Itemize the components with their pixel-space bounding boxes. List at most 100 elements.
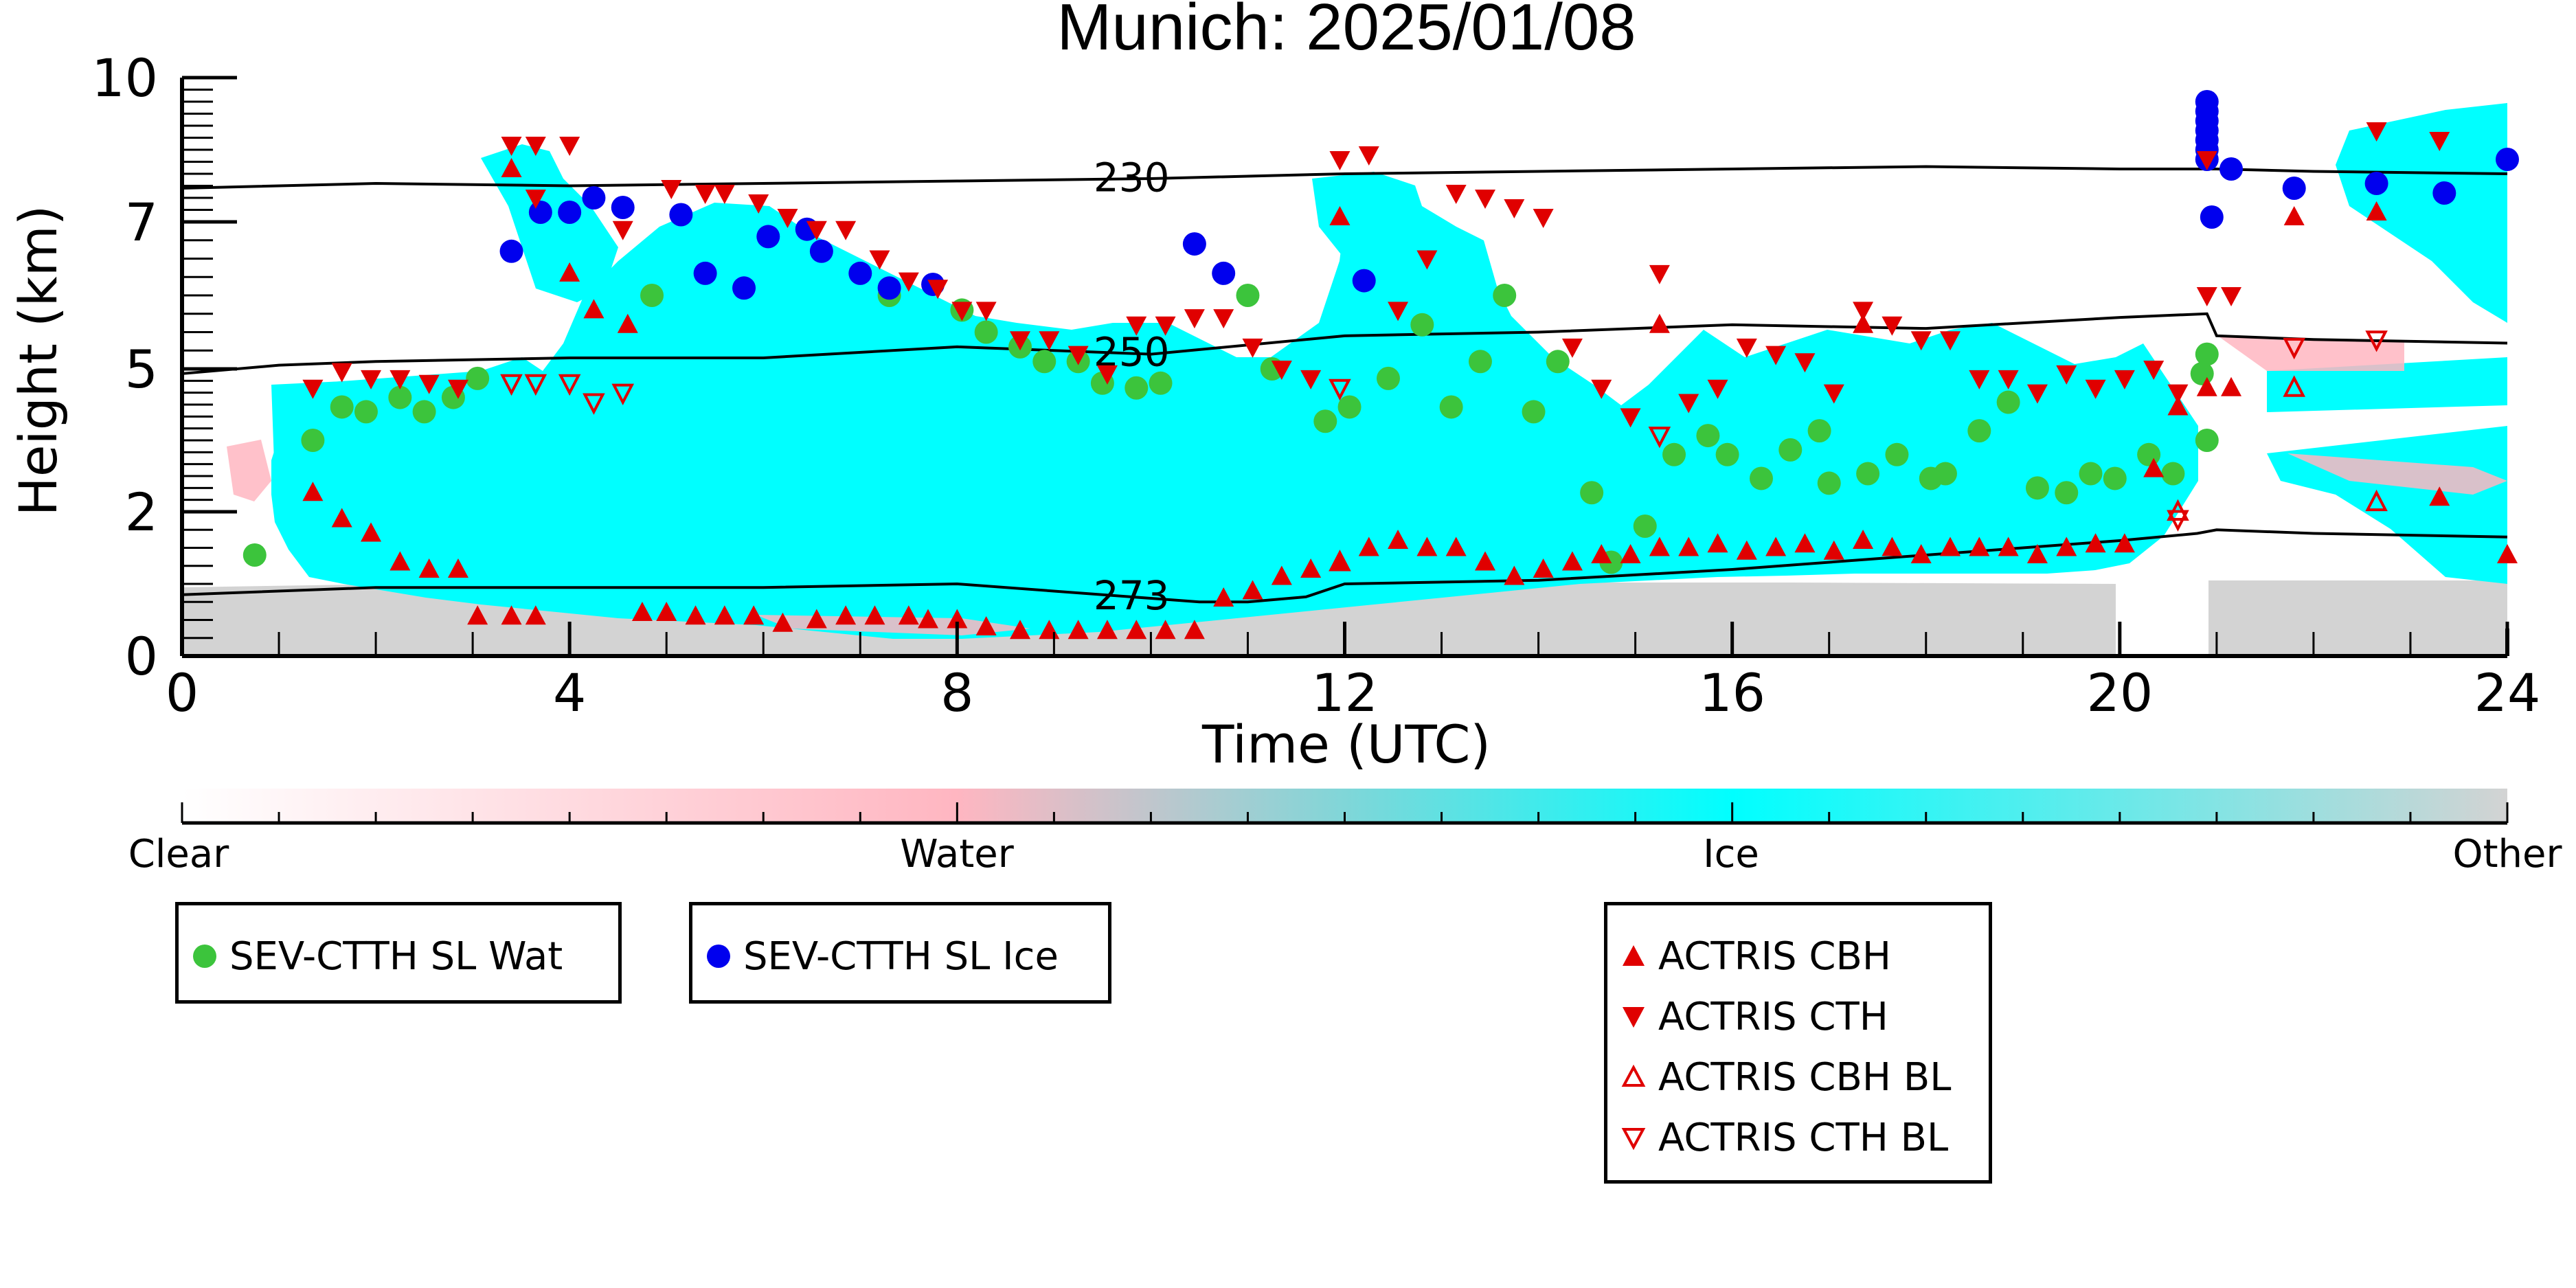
colorbar: Clear Water Ice Other	[128, 789, 2562, 877]
contour-line-273	[181, 528, 2508, 604]
y-tick-label: 5	[125, 339, 158, 400]
point-actris-cbh	[2429, 486, 2450, 506]
point-sev-ctth-sl-wat	[1546, 350, 1570, 374]
point-actris-cth	[447, 379, 468, 399]
point-actris-cth	[1707, 379, 1728, 399]
point-actris-cth	[1155, 316, 1176, 336]
point-sev-ctth-sl-wat	[1856, 462, 1880, 486]
other-field-right	[2208, 580, 2507, 656]
point-sev-ctth-sl-wat	[1580, 481, 1604, 505]
point-actris-cth	[2196, 151, 2217, 170]
point-sev-ctth-sl-wat	[301, 429, 325, 452]
point-actris-cth	[1998, 370, 2019, 389]
point-actris-cbh	[835, 605, 857, 625]
x-tick-label: 24	[2474, 662, 2541, 723]
point-sev-ctth-sl-wat	[1313, 409, 1337, 433]
point-actris-cth	[1300, 370, 1322, 389]
point-actris-cbh	[389, 551, 411, 571]
point-actris-cbh	[806, 609, 827, 629]
point-actris-cbh	[1794, 533, 1816, 553]
point-sev-ctth-sl-wat	[1967, 419, 1991, 443]
point-actris-cth	[1096, 365, 1118, 385]
point-sev-ctth-sl-wat	[1410, 313, 1434, 337]
point-actris-cbh	[1155, 620, 1176, 640]
colorbar-label-clear: Clear	[128, 832, 229, 877]
point-sev-ctth-sl-wat	[1376, 366, 1400, 390]
point-actris-cbh-bl	[2365, 489, 2388, 512]
point-actris-cbh	[918, 609, 939, 629]
legend-sev-ice: SEV-CTTH SL Ice	[689, 902, 1111, 1004]
point-actris-cth	[1271, 361, 1292, 380]
point-actris-cbh	[2114, 533, 2135, 553]
point-actris-cbh	[1300, 558, 1322, 578]
point-actris-cth	[1329, 151, 1351, 170]
point-actris-cth	[331, 363, 352, 383]
data-markers	[242, 90, 2519, 640]
point-actris-cbh	[559, 262, 580, 282]
point-actris-cbh	[1736, 540, 1757, 560]
point-actris-cbh	[2167, 396, 2189, 416]
legend-label-actris-cth: ACTRIS CTH	[1658, 994, 1888, 1039]
point-actris-cth	[612, 221, 633, 240]
ice-field-mid-top	[1312, 172, 1429, 261]
point-actris-cbh	[2497, 544, 2518, 563]
point-actris-cbh	[2056, 536, 2077, 556]
point-sev-ctth-sl-ice	[669, 203, 693, 227]
point-sev-ctth-sl-ice	[528, 201, 552, 224]
point-actris-cbh	[1271, 565, 1292, 585]
point-actris-cbh	[302, 482, 324, 501]
point-actris-cth	[975, 302, 997, 321]
point-actris-cbh	[1591, 544, 1612, 563]
point-sev-ctth-sl-wat	[1468, 350, 1492, 374]
point-sev-ctth-sl-wat	[242, 543, 267, 567]
point-actris-cth	[806, 221, 827, 240]
point-actris-cbh	[2143, 457, 2165, 477]
point-actris-cth	[1010, 331, 1031, 351]
point-actris-cbh	[583, 299, 605, 319]
point-actris-cth-bl	[2283, 337, 2306, 360]
point-actris-cth	[2196, 287, 2217, 306]
point-actris-cbh	[2221, 376, 2242, 396]
legend-marker-actris-cth-bl	[1621, 1128, 1646, 1151]
point-sev-ctth-sl-wat	[1337, 395, 1362, 419]
chart-title: Munich: 2025/01/08	[1057, 0, 1636, 64]
point-actris-cbh	[685, 605, 706, 625]
colorbar-ticks	[181, 802, 2509, 823]
point-sev-ctth-sl-ice	[2200, 205, 2224, 229]
point-sev-ctth-sl-wat	[1749, 466, 1773, 490]
point-actris-cth	[835, 221, 857, 240]
point-sev-ctth-sl-wat	[2025, 476, 2049, 500]
point-sev-ctth-sl-ice	[2282, 177, 2306, 200]
point-actris-cbh	[1329, 206, 1351, 225]
point-actris-cth	[2429, 132, 2450, 151]
point-sev-ctth-sl-wat	[1996, 390, 2020, 414]
point-actris-cbh	[1533, 558, 1554, 578]
point-actris-cth-bl	[611, 383, 635, 406]
point-actris-cbh	[2196, 376, 2217, 396]
point-actris-cbh	[1649, 313, 1670, 333]
point-actris-cbh	[447, 558, 468, 578]
water-field-right	[2219, 337, 2404, 371]
point-actris-cth	[2167, 384, 2189, 404]
point-actris-cth	[389, 370, 411, 389]
point-actris-cbh	[2085, 533, 2106, 553]
point-actris-cbh	[1358, 536, 1379, 556]
x-tick-label: 16	[1699, 662, 1765, 723]
point-actris-cth	[1969, 370, 1990, 389]
contour-label-273: 273	[1094, 572, 1170, 619]
axes: 0 2 5 7 10 0 4 8 12 16 20 24	[91, 47, 2540, 723]
legend-label-actris-cbh: ACTRIS CBH	[1658, 934, 1892, 979]
point-actris-cbh	[1649, 536, 1670, 556]
point-sev-ctth-sl-ice	[809, 239, 833, 263]
point-actris-cth	[1940, 331, 1961, 351]
colorbar-label-water: Water	[900, 832, 1015, 877]
point-actris-cbh	[1620, 544, 1641, 563]
point-actris-cth	[777, 209, 798, 228]
point-sev-ctth-sl-wat	[2103, 466, 2127, 490]
point-actris-cbh	[2026, 544, 2048, 563]
point-actris-cbh	[631, 602, 653, 621]
point-sev-ctth-sl-wat	[1933, 462, 1957, 486]
point-actris-cth	[1620, 408, 1641, 428]
point-actris-cth	[2114, 370, 2135, 389]
point-actris-cth	[1533, 209, 1554, 228]
